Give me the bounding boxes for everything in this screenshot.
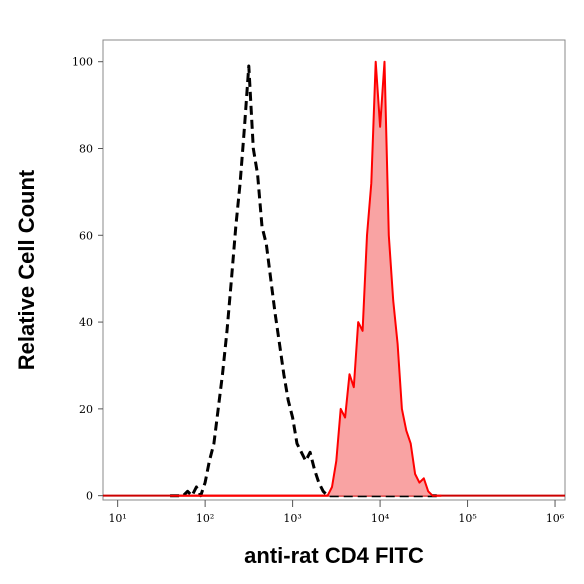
y-tick-label: 20 [79, 403, 93, 416]
x-tick-label: 10¹ [108, 512, 126, 525]
y-axis-label: Relative Cell Count [14, 169, 39, 370]
y-tick-label: 100 [72, 56, 93, 69]
y-tick-label: 60 [79, 229, 93, 242]
plot-frame [102, 39, 566, 501]
y-tick-label: 80 [79, 142, 93, 155]
x-tick-label: 10⁶ [546, 512, 565, 525]
x-tick-label: 10² [196, 512, 214, 525]
x-tick-label: 10³ [283, 512, 301, 525]
x-tick-label: 10⁵ [458, 512, 476, 525]
x-tick-label: 10⁴ [371, 512, 390, 525]
y-tick-label: 0 [86, 490, 93, 503]
x-axis-label: anti-rat CD4 FITC [244, 543, 424, 568]
area-fill [170, 61, 442, 496]
histogram-line [170, 60, 442, 497]
y-tick-label: 40 [79, 316, 93, 329]
